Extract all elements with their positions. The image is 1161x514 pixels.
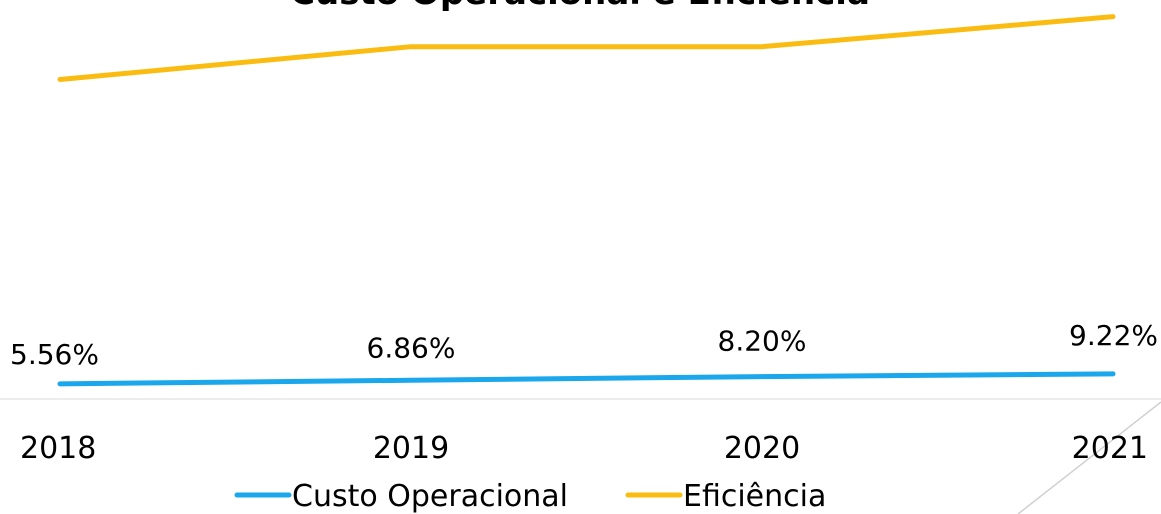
x-tick-label: 2021	[1072, 431, 1148, 466]
legend-label: Custo Operacional	[292, 479, 568, 514]
data-label: 8.20%	[718, 325, 807, 358]
data-label: 6.86%	[367, 331, 456, 364]
decorative-line	[1017, 401, 1161, 514]
legend-label: Eficiência	[683, 479, 826, 514]
data-label: 9.22%	[1069, 319, 1158, 352]
series-line	[57, 371, 1116, 387]
chart-title: Custo Operacional e Eficiência	[290, 0, 870, 13]
x-tick-label: 2018	[20, 431, 96, 466]
series-line	[57, 14, 1116, 82]
x-tick-label: 2019	[373, 431, 449, 466]
data-label: 5.56%	[10, 338, 99, 371]
x-tick-label: 2020	[724, 431, 800, 466]
